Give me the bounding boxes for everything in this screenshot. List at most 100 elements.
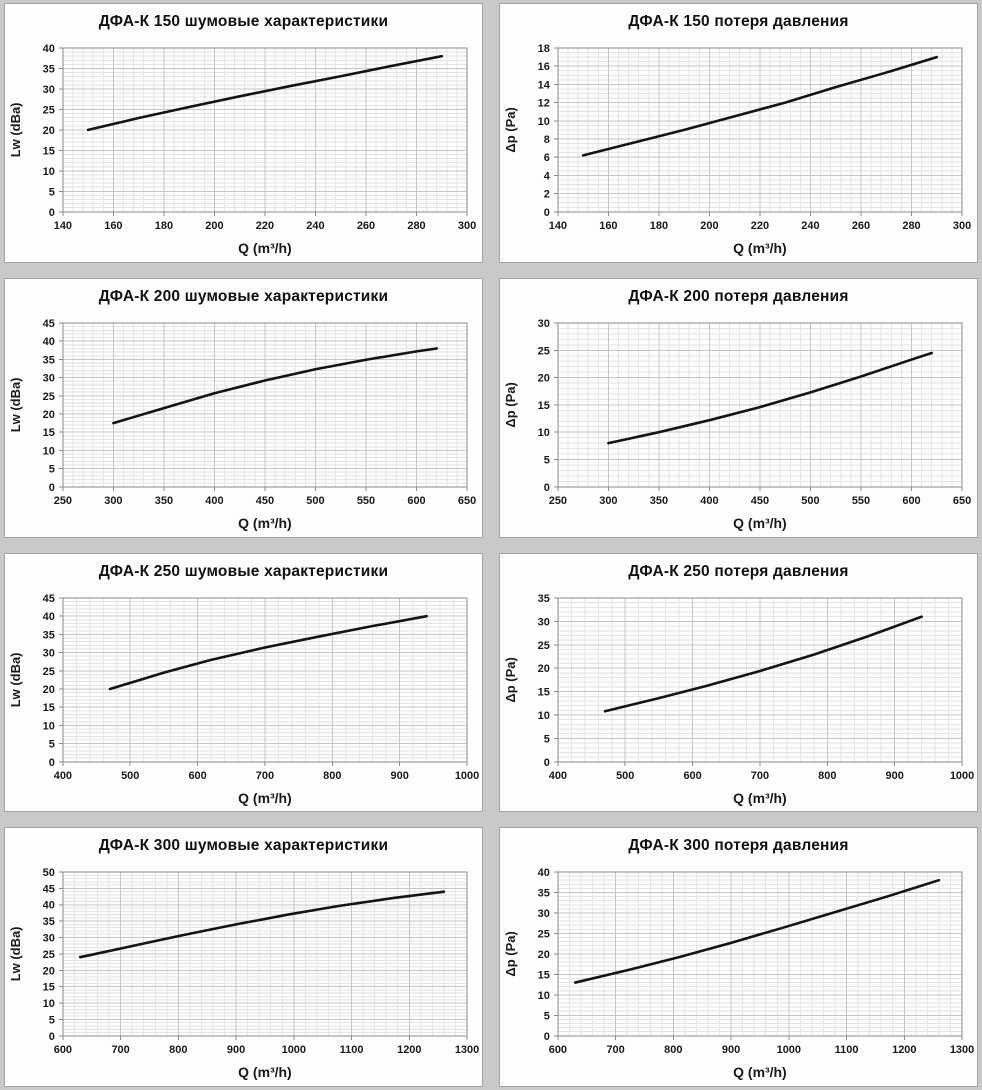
- chart-panel-6: ДФА-К 250 потеря давления 400 500 600 700 80…: [499, 552, 978, 813]
- chart-panel-7: ДФА-К 300 шумовые характеристики 600 700 8…: [4, 827, 483, 1087]
- x-tick-label: 240: [801, 220, 819, 232]
- x-tick-label: 240: [306, 220, 324, 232]
- y-tick-label: 10: [538, 116, 550, 128]
- y-tick-label: 20: [43, 966, 55, 978]
- x-tick-label: 260: [852, 220, 870, 232]
- y-tick-label: 10: [43, 445, 55, 457]
- x-tick-label: 280: [407, 220, 425, 232]
- y-axis-label: Δp (Pa): [503, 657, 518, 702]
- y-tick-label: 10: [43, 720, 55, 732]
- x-tick-label: 1000: [777, 1044, 801, 1056]
- x-axis-label: Q (m³/h): [238, 240, 292, 256]
- x-tick-label: 450: [256, 495, 274, 507]
- y-tick-label: 15: [43, 145, 55, 157]
- chart-plot: 600 700 800 900 1000 1100 1200 1300 0 5 10 15 20 25 30…: [8, 867, 479, 1080]
- x-tick-label: 1000: [282, 1044, 306, 1056]
- y-tick-label: 0: [49, 756, 55, 768]
- y-tick-label: 18: [538, 43, 550, 55]
- y-axis-label: Lw (dBa): [8, 377, 23, 432]
- y-tick-label: 35: [43, 916, 55, 928]
- chart-title: ДФА-К 250 шумовые характеристики: [98, 562, 389, 580]
- y-tick-label: 8: [544, 134, 550, 146]
- y-tick-label: 35: [538, 888, 550, 900]
- chart-title: ДФА-К 300 потеря давления: [628, 837, 849, 855]
- x-tick-label: 250: [549, 495, 567, 507]
- x-tick-label: 700: [606, 1044, 624, 1056]
- x-tick-label: 1200: [397, 1044, 421, 1056]
- x-tick-label: 500: [306, 495, 324, 507]
- y-tick-label: 45: [43, 884, 55, 896]
- x-tick-label: 1300: [950, 1044, 974, 1056]
- chart-title: ДФА-К 250 потеря давления: [628, 562, 849, 580]
- y-tick-label: 15: [538, 970, 550, 982]
- y-tick-label: 35: [538, 592, 550, 604]
- data-curve: [86, 54, 444, 132]
- x-tick-label: 400: [205, 495, 223, 507]
- y-tick-label: 35: [43, 629, 55, 641]
- y-tick-label: 20: [43, 683, 55, 695]
- x-tick-label: 1200: [892, 1044, 916, 1056]
- y-tick-label: 15: [538, 400, 550, 412]
- x-tick-label: 550: [357, 495, 375, 507]
- y-tick-label: 12: [538, 98, 550, 110]
- y-tick-label: 25: [43, 104, 55, 116]
- y-tick-label: 0: [544, 482, 550, 494]
- x-tick-label: 300: [104, 495, 122, 507]
- x-tick-label: 700: [751, 769, 769, 781]
- x-tick-label: 300: [458, 220, 476, 232]
- x-tick-label: 300: [953, 220, 971, 232]
- data-curve: [603, 614, 923, 713]
- y-tick-label: 20: [43, 125, 55, 137]
- x-tick-label: 200: [700, 220, 718, 232]
- y-tick-label: 5: [49, 738, 55, 750]
- chart-panel-5: ДФА-К 250 шумовые характеристики 400 500 6…: [4, 552, 483, 813]
- y-tick-label: 5: [49, 1015, 55, 1027]
- x-axis-label: Q (m³/h): [733, 240, 787, 256]
- chart-title: ДФА-К 150 шумовые характеристики: [98, 13, 389, 30]
- y-tick-label: 20: [538, 663, 550, 675]
- x-tick-label: 1100: [835, 1044, 859, 1056]
- x-tick-label: 600: [683, 769, 701, 781]
- y-tick-label: 25: [43, 391, 55, 403]
- x-tick-label: 600: [902, 495, 920, 507]
- x-axis-label: Q (m³/h): [238, 789, 292, 805]
- y-tick-label: 40: [43, 43, 55, 55]
- y-tick-label: 0: [544, 207, 550, 219]
- chart-plot: 140 160 180 200 220 240 260 280 300 0 2 4 6 8 10 12 14 16…: [503, 43, 971, 256]
- y-tick-label: 0: [49, 1031, 55, 1043]
- y-tick-label: 35: [43, 354, 55, 366]
- x-tick-label: 900: [722, 1044, 740, 1056]
- y-tick-label: 35: [43, 63, 55, 75]
- y-tick-label: 30: [43, 84, 55, 96]
- x-tick-label: 200: [205, 220, 223, 232]
- x-tick-label: 600: [54, 1044, 72, 1056]
- x-tick-label: 550: [852, 495, 870, 507]
- x-tick-label: 160: [104, 220, 122, 232]
- data-curve: [112, 346, 439, 425]
- y-tick-label: 0: [544, 756, 550, 768]
- x-tick-label: 400: [54, 769, 72, 781]
- chart-panel-3: ДФА-К 200 шумовые характеристики 250 300 3…: [4, 277, 483, 538]
- y-tick-label: 25: [538, 639, 550, 651]
- x-tick-label: 350: [650, 495, 668, 507]
- y-tick-label: 45: [43, 318, 55, 330]
- chart-plot: 250 300 350 400 450 500 550 600 650 0 5 10 15 20 25 30 Q…: [503, 318, 971, 531]
- x-tick-label: 500: [121, 769, 139, 781]
- x-axis-label: Q (m³/h): [733, 515, 787, 531]
- data-curve: [607, 351, 934, 445]
- x-axis-label: Q (m³/h): [733, 789, 787, 805]
- y-tick-label: 5: [49, 463, 55, 475]
- x-tick-label: 180: [650, 220, 668, 232]
- x-tick-label: 900: [886, 769, 904, 781]
- y-tick-label: 5: [544, 1011, 550, 1023]
- x-tick-label: 250: [54, 495, 72, 507]
- y-tick-label: 40: [538, 867, 550, 879]
- x-tick-label: 160: [599, 220, 617, 232]
- y-tick-label: 30: [538, 318, 550, 330]
- y-tick-label: 30: [43, 933, 55, 945]
- y-tick-label: 15: [43, 982, 55, 994]
- y-tick-label: 50: [43, 867, 55, 879]
- y-tick-label: 15: [538, 686, 550, 698]
- x-tick-label: 650: [953, 495, 971, 507]
- y-tick-label: 30: [43, 647, 55, 659]
